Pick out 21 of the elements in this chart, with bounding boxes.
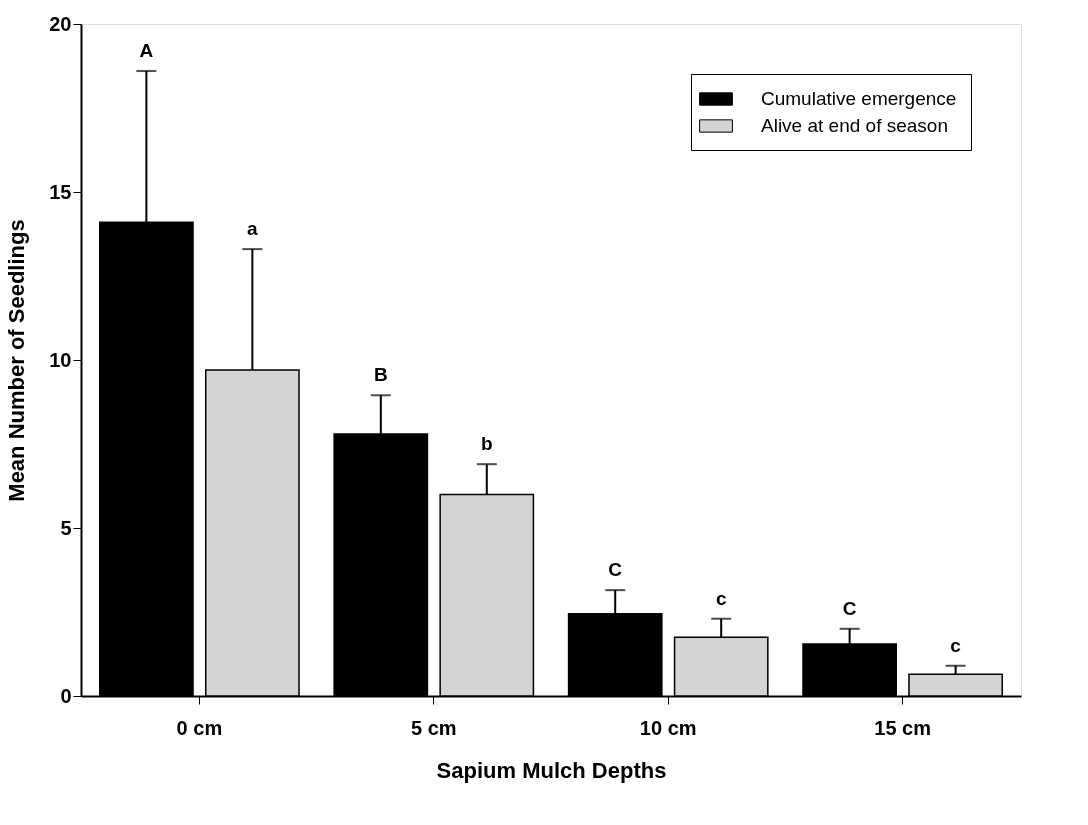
x-tick-label: 0 cm <box>176 716 223 739</box>
annotation: B <box>373 364 388 386</box>
x-tick-label: 10 cm <box>639 716 697 739</box>
x-tick-label: 5 cm <box>411 716 457 739</box>
annotation: A <box>139 40 154 62</box>
legend-label: Alive at end of season <box>761 115 948 136</box>
annotation: c <box>715 587 727 609</box>
x-tick-label: 15 cm <box>874 716 931 739</box>
annotation: a <box>247 218 259 240</box>
legend-label: Cumulative emergence <box>761 88 957 109</box>
y-tick-label: 15 <box>49 180 72 203</box>
y-tick-label: 20 <box>49 12 72 35</box>
annotation: c <box>950 634 962 656</box>
annotation: C <box>608 559 623 581</box>
y-tick-label: 5 <box>60 516 72 539</box>
y-axis-title: Mean Number of Seedlings <box>4 219 30 502</box>
y-tick-label: 0 <box>60 684 72 707</box>
annotation: b <box>480 433 493 455</box>
x-axis-title: Sapium Mulch Depths <box>436 757 667 783</box>
y-tick-label: 10 <box>49 348 72 371</box>
annotation: C <box>842 597 857 619</box>
